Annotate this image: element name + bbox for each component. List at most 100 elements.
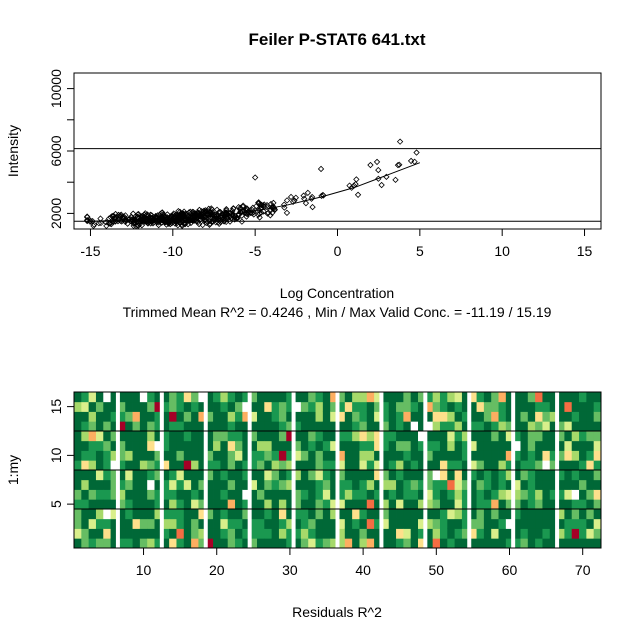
heatmap-cell bbox=[432, 528, 441, 539]
heatmap-cell bbox=[81, 421, 90, 432]
heatmap-cell bbox=[403, 450, 412, 461]
heatmap-cell bbox=[315, 499, 324, 510]
heatmap-cell bbox=[322, 470, 331, 481]
heatmap-cell bbox=[571, 518, 580, 529]
heatmap-cell bbox=[154, 421, 163, 432]
heatmap-cell bbox=[352, 470, 360, 481]
scatter-point bbox=[281, 201, 288, 208]
heatmap-cell bbox=[571, 401, 580, 412]
heatmap-cell bbox=[410, 499, 419, 510]
heatmap-cell bbox=[454, 499, 463, 510]
heatmap-cell bbox=[322, 411, 331, 422]
heatmap-cell bbox=[388, 538, 397, 549]
heatmap-cell bbox=[139, 509, 148, 520]
heatmap-cell bbox=[95, 460, 104, 471]
heatmap-cell bbox=[220, 401, 229, 412]
heatmap-cell bbox=[396, 421, 404, 432]
heatmap-cell bbox=[176, 538, 185, 549]
scatter-point bbox=[413, 149, 420, 156]
heatmap-cell bbox=[564, 392, 573, 403]
heatmap-cell bbox=[286, 401, 294, 412]
heatmap-cell bbox=[74, 479, 82, 490]
heatmap-cell bbox=[139, 518, 148, 529]
heatmap-cell bbox=[476, 392, 485, 403]
heatmap-cell bbox=[300, 460, 309, 471]
heatmap-cell bbox=[88, 499, 97, 510]
scatter-point bbox=[375, 166, 382, 174]
heatmap-cell bbox=[513, 470, 521, 481]
heatmap-cell bbox=[103, 460, 111, 471]
heatmap-cell bbox=[366, 421, 375, 432]
heatmap-cell bbox=[271, 401, 280, 412]
heatmap-cell bbox=[213, 421, 221, 432]
heatmap-cell bbox=[388, 528, 397, 539]
heatmap-cell bbox=[154, 489, 163, 500]
heatmap-cell bbox=[81, 528, 90, 539]
heatmap-cell bbox=[88, 489, 97, 500]
heatmap-cell bbox=[154, 499, 163, 510]
heatmap-cell bbox=[256, 470, 265, 481]
heatmap-cell bbox=[139, 528, 148, 539]
heatmap-cell bbox=[205, 431, 214, 442]
heatmap-cell bbox=[183, 392, 192, 403]
heatmap-cell bbox=[103, 470, 111, 481]
heatmap-cell bbox=[483, 431, 492, 442]
heatmap-cell bbox=[388, 450, 397, 461]
heatmap-cell bbox=[132, 411, 141, 422]
heatmap-cell bbox=[125, 518, 133, 529]
heatmap-cell bbox=[491, 489, 499, 500]
heatmap-cell bbox=[286, 489, 294, 500]
heatmap-cell bbox=[95, 538, 104, 549]
heatmap-cell bbox=[586, 499, 595, 510]
heatmap-cell bbox=[147, 509, 155, 520]
heatmap-cell bbox=[425, 518, 434, 529]
heatmap-cell bbox=[220, 431, 229, 442]
heatmap-cell bbox=[439, 431, 448, 442]
heatmap-cell bbox=[183, 479, 192, 490]
heatmap-cell bbox=[264, 538, 273, 549]
heatmap-cell bbox=[593, 460, 602, 471]
heatmap-cell bbox=[293, 538, 302, 549]
heatmap-cell bbox=[483, 479, 492, 490]
heatmap-cell bbox=[425, 470, 434, 481]
heatmap-cell bbox=[410, 518, 419, 529]
heatmap-cell bbox=[161, 421, 170, 432]
heatmap-cell bbox=[359, 538, 368, 549]
heatmap-cell bbox=[183, 470, 192, 481]
heatmap-cell bbox=[330, 460, 338, 471]
heatmap-cell bbox=[586, 518, 595, 529]
heatmap-cell bbox=[520, 411, 529, 422]
heatmap-cell bbox=[88, 440, 97, 451]
heatmap-cell bbox=[513, 528, 521, 539]
heatmap-cell bbox=[483, 470, 492, 481]
heatmap-cell bbox=[132, 489, 141, 500]
heatmap-cell bbox=[271, 431, 280, 442]
heatmap-cell bbox=[125, 440, 133, 451]
heatmap-cell bbox=[469, 431, 477, 442]
heatmap-cell bbox=[432, 450, 441, 461]
heatmap-cell bbox=[432, 431, 441, 442]
heatmap-cell bbox=[454, 460, 463, 471]
heatmap-cell bbox=[593, 392, 602, 403]
heatmap-cell bbox=[337, 421, 346, 432]
scatter-point bbox=[248, 206, 256, 214]
scatter-point bbox=[317, 165, 325, 173]
heatmap-cell bbox=[410, 470, 419, 481]
heatmap-cell bbox=[410, 411, 419, 422]
heatmap-cell bbox=[469, 518, 477, 529]
heatmap-cell bbox=[366, 538, 375, 549]
heatmap-cell bbox=[249, 431, 258, 442]
x-tick-label: -5 bbox=[249, 243, 262, 259]
heatmap-cell bbox=[300, 431, 309, 442]
heatmap-cell bbox=[308, 518, 316, 529]
heatmap-cell bbox=[374, 431, 382, 442]
heatmap-cell bbox=[381, 479, 390, 490]
heatmap-cell bbox=[564, 401, 573, 412]
heatmap-cell bbox=[249, 440, 258, 451]
scatter-point bbox=[147, 220, 154, 227]
heatmap-cell bbox=[249, 460, 258, 471]
heatmap-cell bbox=[425, 392, 434, 403]
heatmap-cell bbox=[271, 479, 280, 490]
heatmap-cell bbox=[579, 518, 587, 529]
heatmap-cell bbox=[125, 421, 133, 432]
